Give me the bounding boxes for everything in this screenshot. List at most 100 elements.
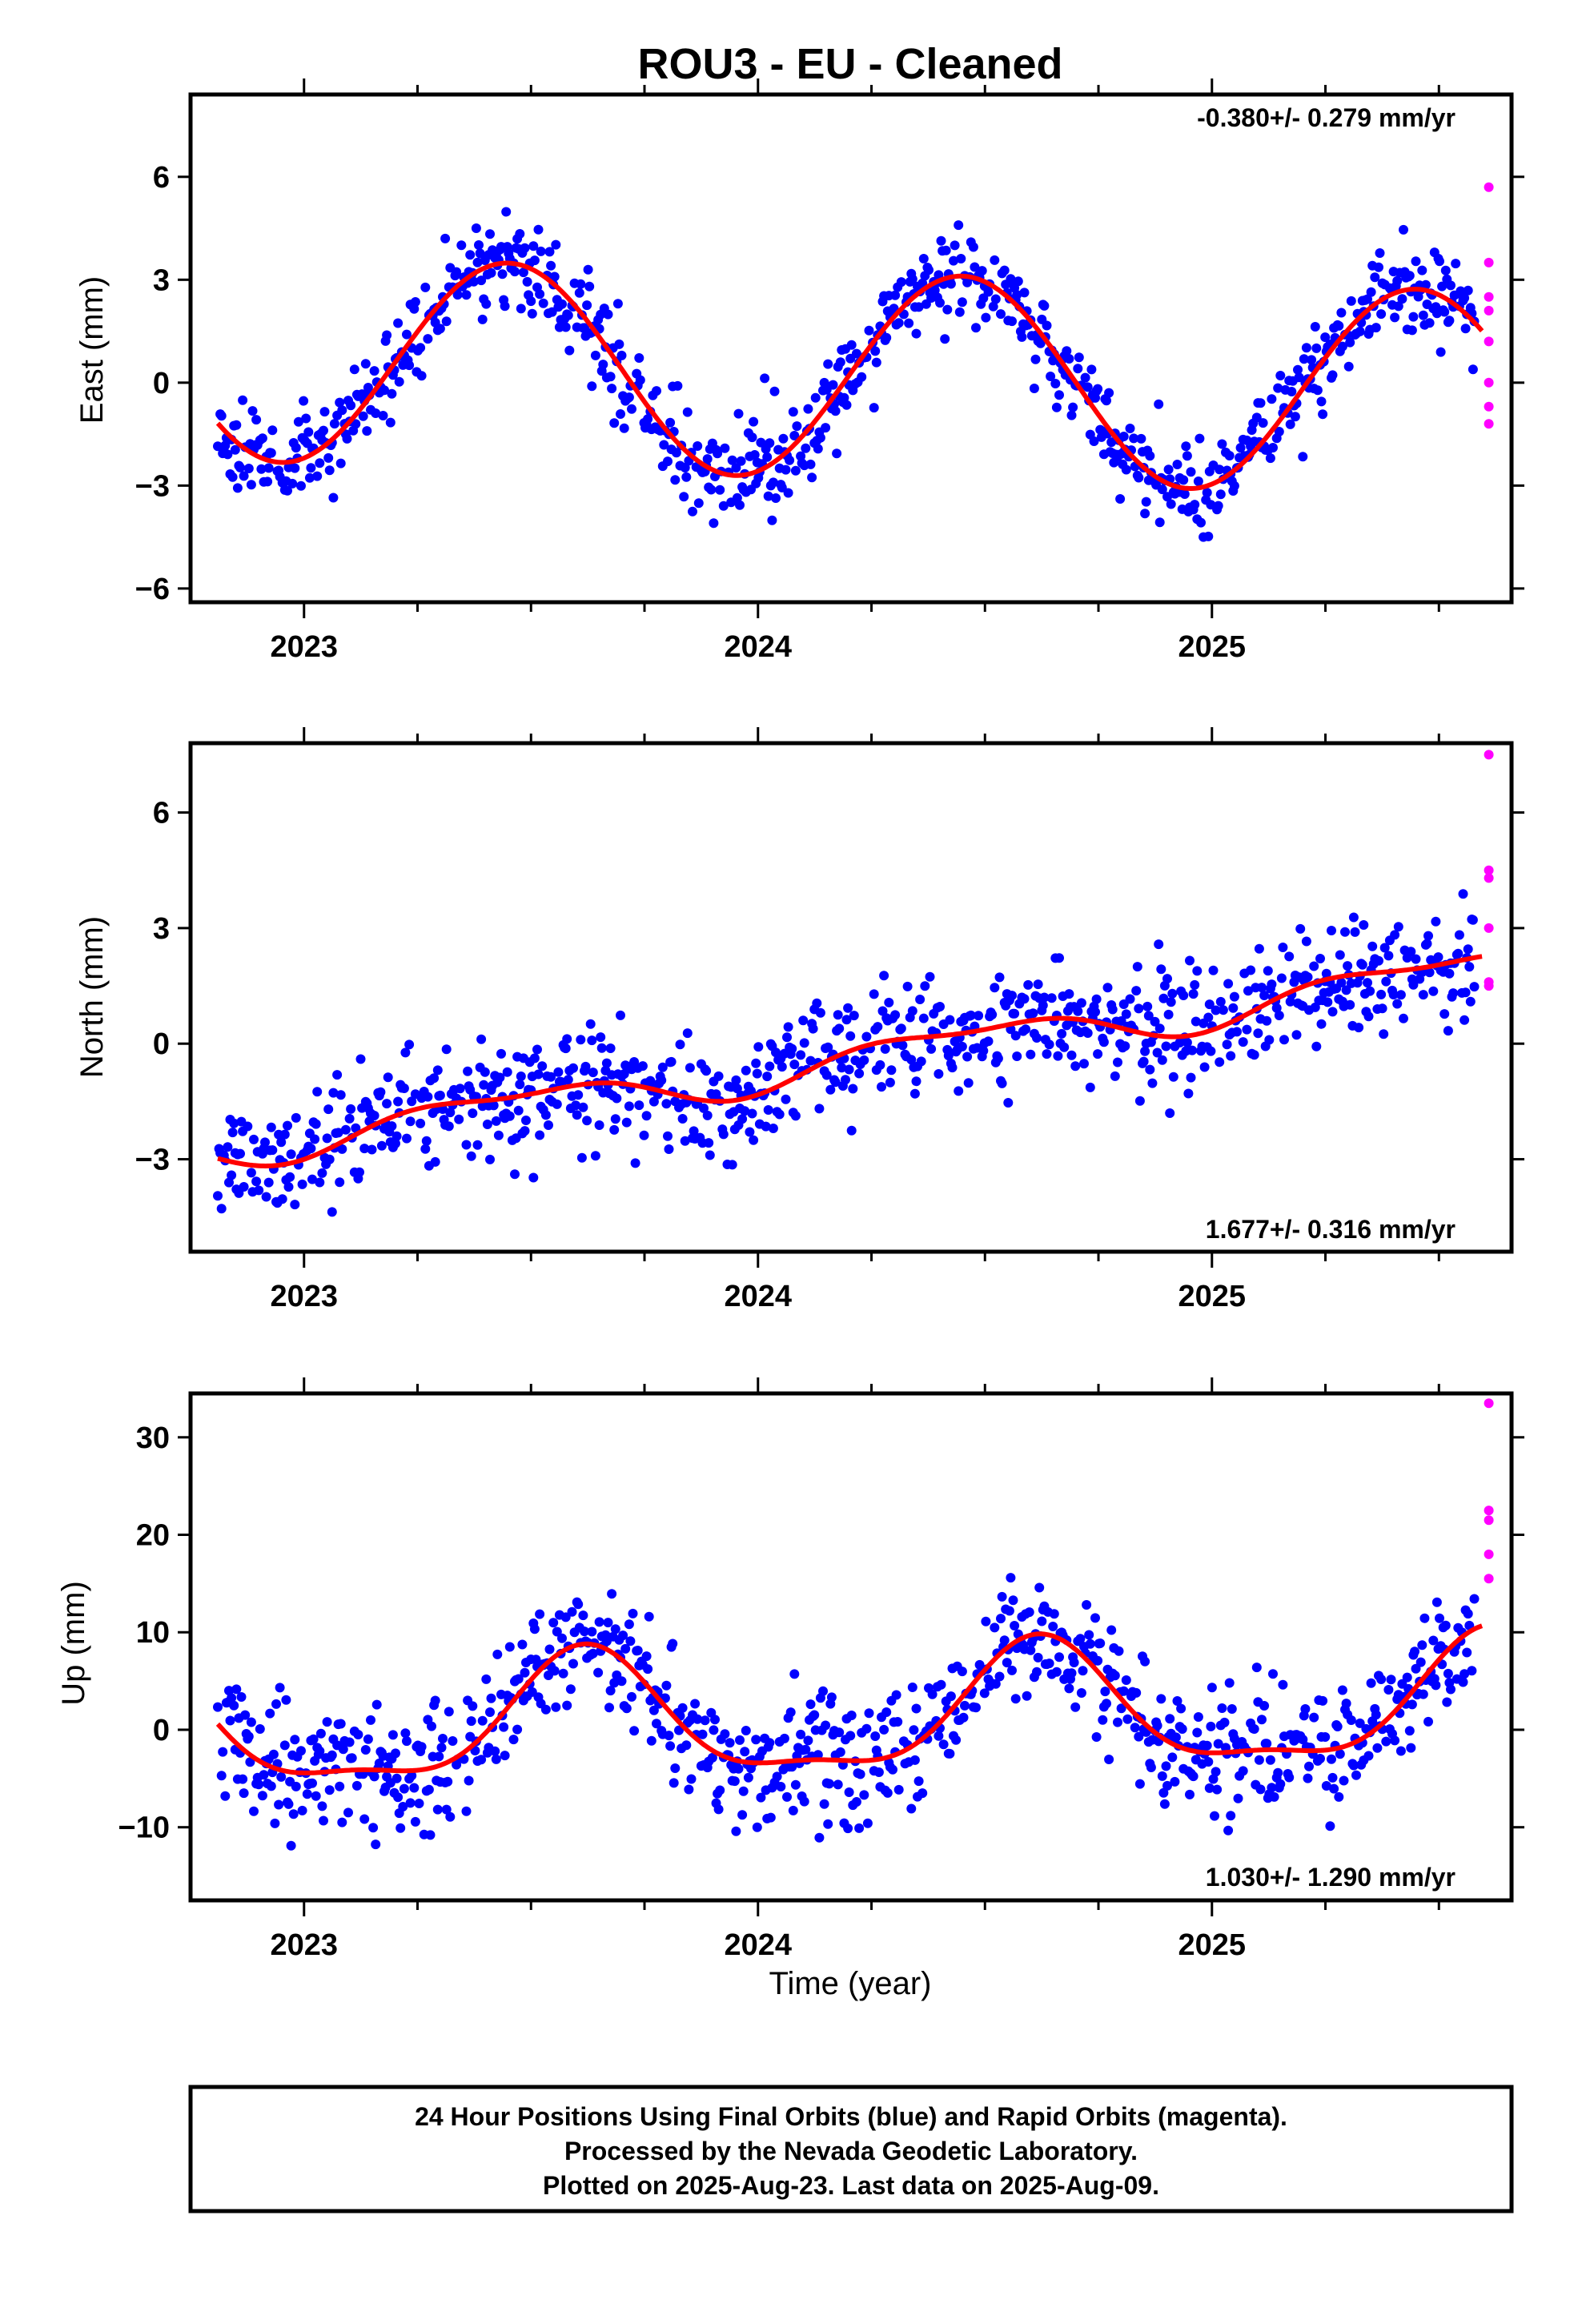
up-point [1084,1630,1094,1640]
north-point [596,1043,607,1053]
north-point [1408,979,1419,990]
up-point [990,1622,1000,1633]
east-point [1393,301,1403,312]
up-point [620,1643,631,1654]
east-point [1140,509,1150,519]
north-point [485,1154,495,1164]
north-point [382,1099,392,1109]
up-point [491,1754,501,1764]
north-point [1363,978,1372,988]
up-point [1249,1724,1259,1734]
footer-box: 24 Hour Positions Using Final Orbits (bl… [188,2085,1514,2213]
north-point [393,1096,404,1107]
up-point [1346,1715,1356,1725]
north-point [445,1108,456,1118]
up-point [517,1639,528,1650]
up-point [1238,1766,1248,1776]
up-point [1462,1647,1472,1658]
up-point [729,1776,740,1787]
north-point [1168,1072,1178,1082]
north-point [1284,951,1295,962]
east-point [1066,410,1077,420]
north-point [906,1055,917,1065]
north-point [324,1154,335,1164]
up-point [560,1612,571,1622]
up-point [813,1750,823,1760]
up-point [1022,1691,1032,1701]
north-point [1465,996,1476,1007]
north-point [1121,1009,1131,1019]
east-point [393,318,404,328]
up-point [1233,1793,1243,1803]
east-point [1397,294,1407,304]
north-point [1340,927,1350,937]
up-point [1411,1663,1421,1674]
east-point [471,223,481,233]
north-point [1226,1051,1236,1061]
north-point [934,1069,944,1079]
east-point [410,297,420,307]
up-point [535,1609,545,1619]
north-point [713,1071,724,1081]
up-point [1090,1613,1100,1623]
up-point [374,1758,384,1768]
east-rapid-point [1484,292,1494,302]
north-point [421,1136,432,1146]
up-point [693,1714,703,1724]
up-point [432,1804,443,1815]
east-point [768,477,778,488]
north-point [283,1182,294,1192]
east-point [1182,451,1192,461]
up-point [994,1671,1005,1682]
up-point [1390,1735,1400,1746]
north-point [1003,1098,1014,1108]
up-point [1419,1613,1430,1623]
north-point [532,1044,542,1055]
up-point [220,1791,231,1801]
up-point [1329,1783,1339,1794]
north-point [641,1111,652,1121]
north-point [1053,1051,1063,1061]
up-x-tick-label: 2023 [270,1928,338,1962]
east-point [1336,308,1347,318]
up-point [720,1729,730,1739]
up-point [257,1791,267,1801]
up-point [393,1792,404,1803]
east-point [679,492,689,502]
up-y-tick-label: −10 [118,1811,170,1845]
east-point [1299,354,1309,364]
east-point [516,304,526,314]
east-point [1193,476,1203,486]
up-point [573,1599,584,1610]
north-point [1443,1026,1453,1036]
east-point [1172,460,1182,469]
up-y-axis-label: Up (mm) [56,1581,91,1706]
up-point [500,1751,510,1761]
up-point [578,1610,588,1621]
east-point [371,408,381,418]
up-point [335,1719,346,1729]
north-point [359,1144,370,1154]
up-point [476,1755,487,1765]
east-point [293,416,303,427]
east-point [990,294,1001,304]
east-point [785,455,795,465]
up-point [605,1686,616,1696]
north-point [783,1022,793,1032]
up-point [416,1742,427,1752]
footer-line-2: Processed by the Nevada Geodetic Laborat… [564,2137,1138,2165]
north-point [375,1087,386,1097]
north-point [1379,1029,1389,1039]
east-point [720,443,730,453]
up-point [1435,1613,1444,1623]
north-point [610,1114,620,1124]
up-point [909,1755,920,1765]
north-point [1323,997,1333,1007]
up-point [911,1703,921,1714]
north-point [243,1121,253,1132]
north-point [875,1059,885,1070]
up-point [697,1729,708,1739]
up-point [906,1803,917,1814]
north-point [387,1121,397,1132]
up-point [1134,1779,1145,1789]
